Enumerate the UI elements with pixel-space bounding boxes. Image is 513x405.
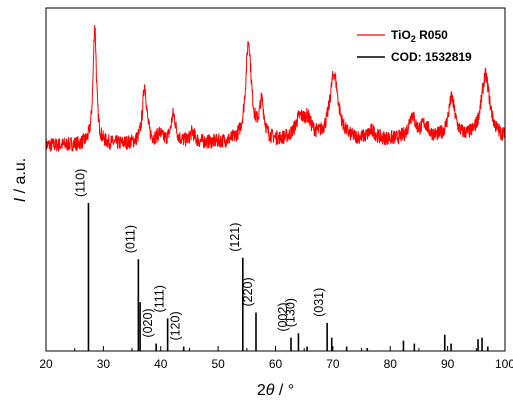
x-tick-label: 60	[269, 357, 283, 371]
x-tick-label: 40	[154, 357, 168, 371]
x-tick-label: 50	[211, 357, 225, 371]
legend-label-tio2: TiO2 R050	[391, 28, 448, 44]
peak-label: (111)	[153, 285, 167, 312]
cod-series	[87, 203, 489, 351]
peak-label: (002)	[276, 302, 290, 331]
x-tick-label: 70	[326, 357, 340, 371]
tio2-line	[46, 25, 505, 153]
peak-label: (120)	[169, 311, 183, 340]
peak-label: (130)	[283, 298, 297, 327]
peak-label: (220)	[241, 277, 255, 306]
tio2-series	[46, 25, 505, 153]
peak-label: (020)	[141, 308, 155, 337]
x-tick-label: 80	[384, 357, 398, 371]
x-axis-label: 2θ / °	[257, 382, 294, 399]
peak-label: (031)	[312, 288, 326, 317]
x-tick-label: 30	[97, 357, 111, 371]
legend-label-cod: COD: 1532819	[391, 50, 472, 64]
peak-label: (121)	[228, 223, 242, 252]
peak-label: (011)	[123, 225, 137, 253]
x-tick-label: 100	[495, 357, 513, 371]
legend: TiO2 R050 COD: 1532819	[357, 28, 472, 64]
y-axis-label: I / a.u.	[12, 158, 29, 202]
peak-label: (110)	[73, 169, 87, 197]
x-tick-label: 90	[441, 357, 455, 371]
x-axis-ticks: 20 30 40 50 60 70 80 90 100	[39, 346, 513, 371]
x-tick-label: 20	[39, 357, 53, 371]
peak-labels: (110) (011) (020)(111)(120) (121) (220) (002)…	[73, 169, 326, 341]
